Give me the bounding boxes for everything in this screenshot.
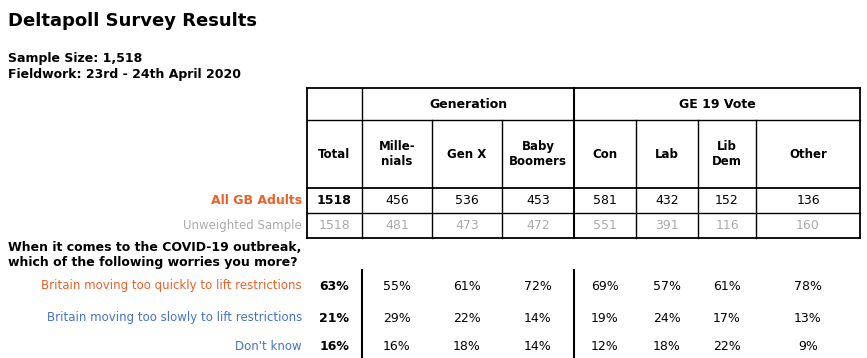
Text: Britain moving too slowly to lift restrictions: Britain moving too slowly to lift restri…	[47, 311, 302, 324]
Text: 1518: 1518	[319, 219, 350, 232]
Text: Sample Size: 1,518: Sample Size: 1,518	[8, 52, 142, 65]
Text: Baby
Boomers: Baby Boomers	[509, 140, 567, 168]
Text: Don't know: Don't know	[235, 339, 302, 353]
Text: 432: 432	[655, 194, 679, 207]
Text: 1518: 1518	[317, 194, 352, 207]
Text: 581: 581	[593, 194, 617, 207]
Text: Total: Total	[318, 147, 350, 160]
Text: which of the following worries you more?: which of the following worries you more?	[8, 256, 297, 269]
Text: Britain moving too quickly to lift restrictions: Britain moving too quickly to lift restr…	[42, 280, 302, 292]
Text: Other: Other	[789, 147, 827, 160]
Text: 473: 473	[455, 219, 479, 232]
Text: 9%: 9%	[798, 339, 818, 353]
Text: Unweighted Sample: Unweighted Sample	[183, 219, 302, 232]
Text: 160: 160	[796, 219, 820, 232]
Text: 19%: 19%	[591, 311, 619, 324]
Text: Con: Con	[592, 147, 617, 160]
Text: Lab: Lab	[655, 147, 679, 160]
Text: 57%: 57%	[653, 280, 681, 292]
Text: 61%: 61%	[714, 280, 741, 292]
Text: Gen X: Gen X	[447, 147, 486, 160]
Text: 551: 551	[593, 219, 617, 232]
Text: 116: 116	[715, 219, 739, 232]
Text: When it comes to the COVID-19 outbreak,: When it comes to the COVID-19 outbreak,	[8, 241, 302, 254]
Text: 17%: 17%	[713, 311, 741, 324]
Text: Lib
Dem: Lib Dem	[712, 140, 742, 168]
Text: 72%: 72%	[524, 280, 552, 292]
Text: 78%: 78%	[794, 280, 822, 292]
Text: 55%: 55%	[383, 280, 411, 292]
Text: 12%: 12%	[591, 339, 619, 353]
Text: GE 19 Vote: GE 19 Vote	[679, 97, 755, 111]
Text: 21%: 21%	[320, 311, 349, 324]
Text: 14%: 14%	[525, 311, 552, 324]
Text: 14%: 14%	[525, 339, 552, 353]
Text: 136: 136	[796, 194, 820, 207]
Text: 13%: 13%	[794, 311, 822, 324]
Text: Mille-
nials: Mille- nials	[379, 140, 415, 168]
Text: 69%: 69%	[591, 280, 619, 292]
Text: 456: 456	[385, 194, 409, 207]
Text: 453: 453	[526, 194, 550, 207]
Text: 18%: 18%	[453, 339, 481, 353]
Text: 391: 391	[655, 219, 679, 232]
Text: 472: 472	[526, 219, 550, 232]
Text: 152: 152	[715, 194, 739, 207]
Text: 24%: 24%	[653, 311, 681, 324]
Text: 481: 481	[385, 219, 409, 232]
Text: Fieldwork: 23rd - 24th April 2020: Fieldwork: 23rd - 24th April 2020	[8, 68, 241, 81]
Text: 22%: 22%	[453, 311, 481, 324]
Text: 63%: 63%	[320, 280, 349, 292]
Text: 22%: 22%	[714, 339, 741, 353]
Text: Deltapoll Survey Results: Deltapoll Survey Results	[8, 12, 257, 30]
Text: 29%: 29%	[383, 311, 411, 324]
Text: 16%: 16%	[383, 339, 411, 353]
Text: Generation: Generation	[429, 97, 507, 111]
Text: All GB Adults: All GB Adults	[211, 194, 302, 207]
Text: 18%: 18%	[653, 339, 681, 353]
Text: 536: 536	[455, 194, 479, 207]
Text: 16%: 16%	[320, 339, 349, 353]
Text: 61%: 61%	[453, 280, 481, 292]
